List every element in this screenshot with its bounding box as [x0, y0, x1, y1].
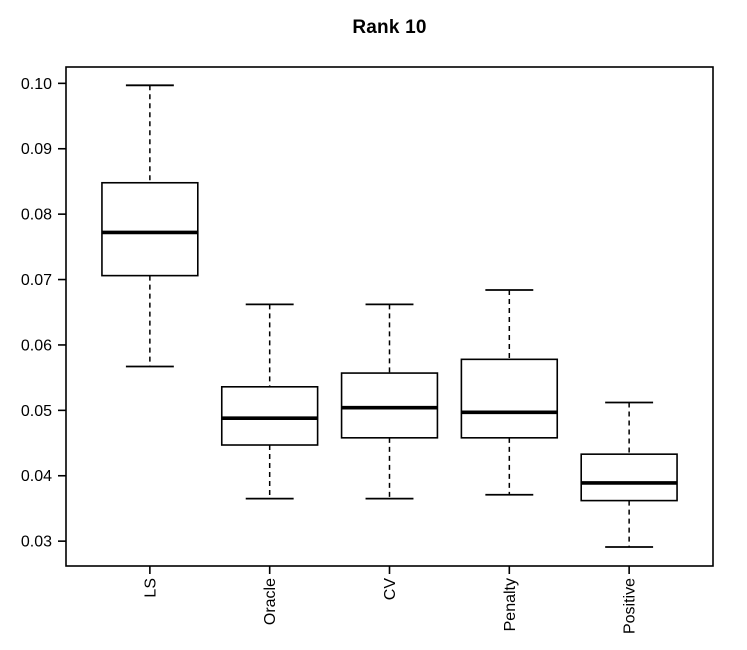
- y-tick-label: 0.07: [21, 272, 52, 289]
- iqr-box-Oracle: [220, 386, 319, 446]
- iqr-box-CV: [340, 372, 439, 439]
- y-tick-label: 0.08: [21, 207, 52, 224]
- x-category-label: CV: [382, 578, 399, 601]
- x-category-label: LS: [142, 578, 159, 598]
- y-tick-label: 0.05: [21, 403, 52, 420]
- iqr-box-Penalty: [460, 358, 559, 439]
- y-tick-label: 0.10: [21, 76, 52, 93]
- x-category-label: Positive: [622, 578, 639, 634]
- iqr-box-Positive: [580, 453, 678, 502]
- y-tick-label: 0.06: [21, 337, 52, 354]
- y-tick-label: 0.04: [21, 468, 52, 485]
- chart-title: Rank 10: [352, 17, 427, 38]
- y-tick-label: 0.09: [21, 141, 52, 158]
- iqr-box-LS: [101, 181, 199, 277]
- x-category-label: Penalty: [502, 578, 519, 631]
- x-category-label: Oracle: [262, 578, 279, 625]
- y-tick-label: 0.03: [21, 534, 52, 551]
